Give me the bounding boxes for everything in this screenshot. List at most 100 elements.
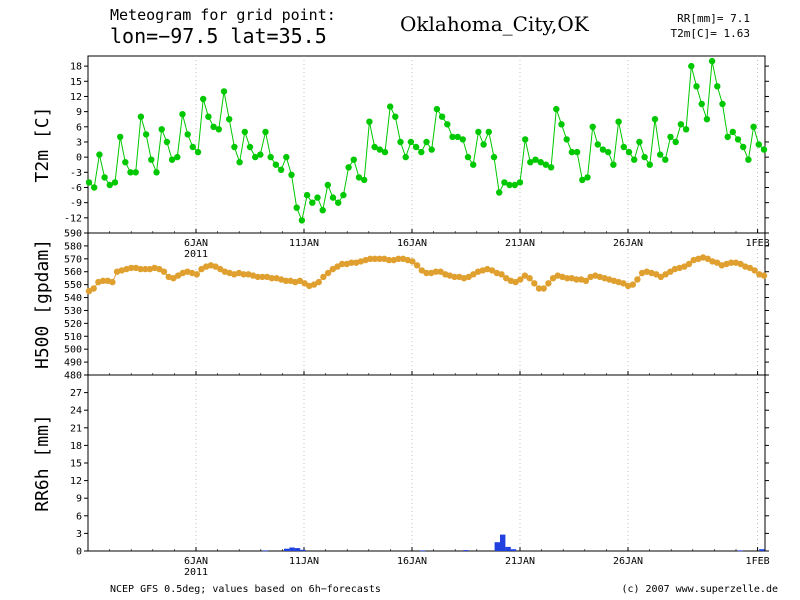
- data-point: [367, 255, 374, 262]
- data-point: [729, 128, 736, 136]
- data-point: [724, 133, 731, 141]
- data-point: [91, 184, 98, 191]
- y-tick-label: 15: [70, 77, 82, 88]
- y-tick-label: 510: [64, 332, 82, 343]
- copyright-note: (c) 2007 www.superzelle.de: [621, 584, 778, 595]
- data-point: [283, 153, 290, 161]
- precip-bar: [737, 550, 743, 552]
- y-tick-label: 6: [76, 122, 82, 133]
- data-point: [376, 255, 383, 262]
- data-point: [179, 111, 186, 118]
- data-point: [371, 255, 379, 262]
- data-point: [634, 276, 641, 283]
- y-tick-label: 540: [64, 293, 82, 304]
- y-tick-label: 560: [64, 267, 82, 278]
- data-point: [432, 268, 440, 275]
- data-point: [584, 174, 591, 181]
- data-point: [579, 176, 586, 184]
- x-tick-label: 6JAN: [184, 556, 208, 567]
- y-tick-label: 15: [70, 459, 82, 470]
- y-axis-label: RR6h [mm]: [32, 414, 53, 512]
- data-point: [423, 138, 430, 146]
- y-tick-label: -12: [64, 213, 82, 224]
- data-point: [451, 273, 458, 281]
- data-point: [521, 272, 529, 279]
- data-point: [506, 181, 513, 189]
- precip-bar: [510, 549, 517, 551]
- data-point: [423, 269, 430, 277]
- x-tick-label: 16JAN: [397, 238, 427, 249]
- data-point: [662, 156, 669, 163]
- data-point: [160, 268, 168, 275]
- y-tick-label: 530: [64, 306, 82, 317]
- data-point: [641, 153, 648, 161]
- data-point: [226, 116, 233, 123]
- data-point: [109, 278, 116, 286]
- data-point: [563, 275, 571, 282]
- x-tick-label: 11JAN: [289, 556, 319, 567]
- y-tick-label: 590: [64, 229, 82, 240]
- data-point: [381, 148, 389, 156]
- data-point: [324, 181, 331, 189]
- t2m-summary: T2m[C]= 1.63: [670, 27, 750, 40]
- data-point: [449, 133, 456, 141]
- data-point: [485, 128, 492, 136]
- data-point: [760, 146, 768, 153]
- data-point: [470, 271, 477, 278]
- data-point: [345, 164, 352, 171]
- data-point: [371, 143, 378, 151]
- location-name: Oklahoma_City,OK: [400, 12, 589, 36]
- data-point: [657, 273, 665, 281]
- data-point: [262, 128, 269, 136]
- y-tick-label: 3: [76, 529, 82, 540]
- data-point: [210, 123, 217, 130]
- data-point: [96, 151, 103, 158]
- data-point: [215, 126, 222, 133]
- y-tick-label: -3: [70, 168, 82, 179]
- data-point: [198, 265, 205, 273]
- y-tick-label: 0: [76, 153, 82, 164]
- rr6h-panel: 0 3 6 9 12 15 18 21 24 27 RR6h [mm] 6JAN 11JAN 16JAN 2…: [32, 374, 770, 578]
- data-point: [490, 153, 498, 161]
- data-point: [682, 126, 690, 133]
- data-point: [532, 156, 539, 163]
- y-tick-label: 24: [70, 406, 82, 417]
- data-point: [672, 138, 679, 146]
- data-point: [549, 275, 557, 282]
- data-point: [636, 138, 643, 146]
- data-point: [268, 275, 275, 282]
- data-point: [231, 143, 238, 151]
- y-tick-label: 570: [64, 254, 82, 265]
- data-point: [117, 133, 124, 141]
- data-point: [610, 161, 617, 168]
- x-tick-label: 1FEB: [746, 556, 770, 567]
- precip-bar: [500, 534, 506, 551]
- data-point: [553, 105, 560, 113]
- data-point: [599, 146, 607, 153]
- data-point: [594, 141, 601, 148]
- x-tick-label: 6JAN: [184, 238, 208, 249]
- data-point: [480, 141, 487, 148]
- panel-frame: [87, 374, 766, 552]
- y-axis-label: T2m [C]: [32, 107, 53, 183]
- y-tick-label: 480: [64, 371, 82, 382]
- data-point: [189, 143, 196, 151]
- data-point: [589, 123, 596, 130]
- precip-bar: [505, 546, 511, 551]
- data-point: [444, 121, 451, 128]
- data-point: [156, 265, 163, 273]
- data-point: [246, 143, 254, 151]
- meteogram-title: Meteogram for grid point:: [110, 6, 336, 24]
- data-point: [282, 277, 290, 284]
- y-tick-label: 3: [76, 137, 82, 148]
- data-point: [200, 95, 207, 103]
- data-point: [512, 278, 519, 286]
- data-point: [615, 118, 622, 125]
- precip-bar: [289, 547, 295, 551]
- data-point: [625, 148, 633, 156]
- y-tick-label: 9: [76, 107, 82, 118]
- data-point: [148, 156, 155, 163]
- y-tick-label: 490: [64, 358, 82, 369]
- data-point: [340, 191, 347, 199]
